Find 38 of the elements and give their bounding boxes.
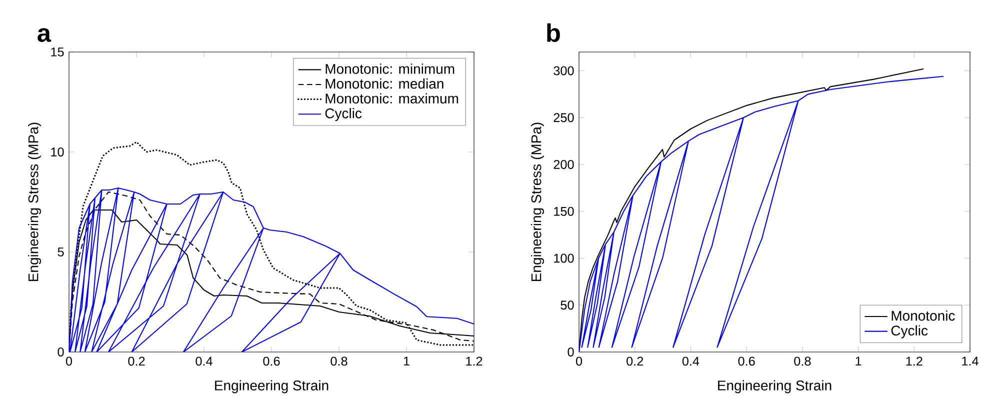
chart-title: b <box>547 23 560 42</box>
y-tick-label: 300 <box>554 66 574 76</box>
x-tick-label: 0.8 <box>330 356 348 366</box>
y-tick-label: 0 <box>58 348 64 356</box>
y-tick-label: 150 <box>554 206 574 216</box>
y-axis-title: Engineering Stress (MPa) <box>530 122 544 281</box>
y-tick-label: 50 <box>560 300 574 310</box>
legend-label: Monotonic: maximum <box>326 93 458 104</box>
x-tick-label: 1.2 <box>906 356 922 366</box>
y-tick-label: 5 <box>58 248 64 256</box>
x-tick-label: 0.2 <box>626 356 644 366</box>
x-tick-label: 0.4 <box>682 356 700 366</box>
x-tick-label: 1.2 <box>466 356 482 366</box>
x-tick-label: 0.6 <box>738 356 755 366</box>
x-tick-label: 0 <box>66 356 72 366</box>
x-axis-title: Engineering Strain <box>718 380 832 394</box>
x-tick-label: 1.4 <box>962 356 978 366</box>
x-tick-label: 0.4 <box>196 356 212 366</box>
legend-label: Cyclic <box>325 108 362 122</box>
y-tick-label: 250 <box>554 113 574 122</box>
x-tick-label: 0.2 <box>128 356 145 366</box>
legend-label: Monotonic: median <box>326 78 444 89</box>
x-axis-title: Engineering Strain <box>215 380 328 394</box>
y-tick-label: 100 <box>554 254 574 263</box>
x-tick-label: 1 <box>856 356 862 366</box>
y-tick-label: 10 <box>51 148 64 156</box>
x-tick-label: 0.6 <box>263 356 280 366</box>
y-axis-title: Engineering Stress (MPa) <box>28 122 42 281</box>
chart-title: a <box>38 28 52 42</box>
y-tick-label: 0 <box>568 348 574 356</box>
legend-label: Monotonic: minimum <box>326 64 454 74</box>
x-tick-label: 0.8 <box>794 356 811 366</box>
y-tick-label: 200 <box>554 160 574 169</box>
x-tick-label: 1 <box>404 356 410 366</box>
legend-label: Cyclic <box>891 325 928 338</box>
legend-label: Monotonic <box>892 310 955 321</box>
y-tick-label: 15 <box>51 48 64 56</box>
x-tick-label: 0 <box>576 356 582 366</box>
